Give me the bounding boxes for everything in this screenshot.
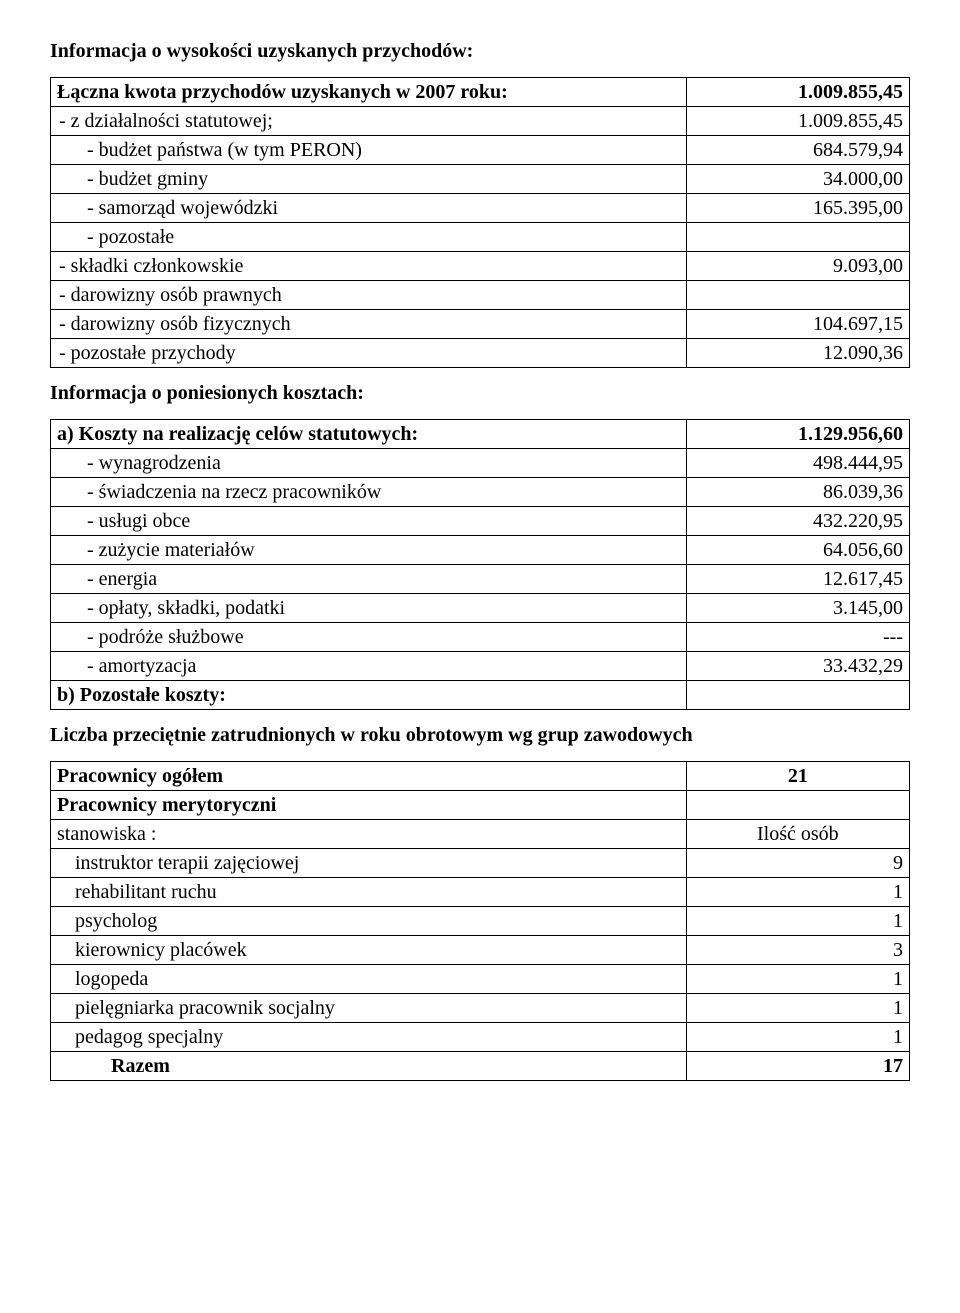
row-label: - darowizny osób prawnych bbox=[51, 281, 687, 310]
table-row: a) Koszty na realizację celów statutowyc… bbox=[51, 420, 910, 449]
table-row: - samorząd wojewódzki165.395,00 bbox=[51, 194, 910, 223]
row-label: - z działalności statutowej; bbox=[51, 107, 687, 136]
table-row: rehabilitant ruchu1 bbox=[51, 878, 910, 907]
row-value: 12.090,36 bbox=[686, 339, 909, 368]
row-value bbox=[686, 223, 909, 252]
table-row: Łączna kwota przychodów uzyskanych w 200… bbox=[51, 78, 910, 107]
table-row: - z działalności statutowej;1.009.855,45 bbox=[51, 107, 910, 136]
emp-total-value: 21 bbox=[686, 762, 909, 791]
row-value: --- bbox=[686, 623, 909, 652]
row-label: Łączna kwota przychodów uzyskanych w 200… bbox=[51, 78, 687, 107]
table-row: pielęgniarka pracownik socjalny1 bbox=[51, 994, 910, 1023]
table-row: - pozostałe bbox=[51, 223, 910, 252]
table-row: psycholog1 bbox=[51, 907, 910, 936]
row-label: - usługi obce bbox=[51, 507, 687, 536]
row-value: 104.697,15 bbox=[686, 310, 909, 339]
table-row: pedagog specjalny1 bbox=[51, 1023, 910, 1052]
employees-heading: Liczba przeciętnie zatrudnionych w roku … bbox=[50, 724, 910, 747]
table-row: kierownicy placówek3 bbox=[51, 936, 910, 965]
position-label: instruktor terapii zajęciowej bbox=[51, 849, 687, 878]
table-row: b) Pozostałe koszty: bbox=[51, 681, 910, 710]
row-label: - energia bbox=[51, 565, 687, 594]
row-label: - opłaty, składki, podatki bbox=[51, 594, 687, 623]
table-row: - wynagrodzenia498.444,95 bbox=[51, 449, 910, 478]
position-count: 9 bbox=[686, 849, 909, 878]
emp-subheader: Pracownicy merytoryczni bbox=[51, 791, 687, 820]
position-label: logopeda bbox=[51, 965, 687, 994]
row-label: - składki członkowskie bbox=[51, 252, 687, 281]
row-label: b) Pozostałe koszty: bbox=[51, 681, 687, 710]
count-label: Ilość osób bbox=[686, 820, 909, 849]
row-label: - pozostałe przychody bbox=[51, 339, 687, 368]
table-row: - budżet gminy34.000,00 bbox=[51, 165, 910, 194]
row-value: 3.145,00 bbox=[686, 594, 909, 623]
row-value: 432.220,95 bbox=[686, 507, 909, 536]
table-row: - budżet państwa (w tym PERON)684.579,94 bbox=[51, 136, 910, 165]
row-label: - świadczenia na rzecz pracowników bbox=[51, 478, 687, 507]
table-row: - świadczenia na rzecz pracowników86.039… bbox=[51, 478, 910, 507]
table-row: Razem 17 bbox=[51, 1052, 910, 1081]
row-label: - wynagrodzenia bbox=[51, 449, 687, 478]
position-count: 3 bbox=[686, 936, 909, 965]
position-count: 1 bbox=[686, 907, 909, 936]
employees-table: Pracownicy ogółem 21 Pracownicy merytory… bbox=[50, 761, 910, 1081]
row-value: 64.056,60 bbox=[686, 536, 909, 565]
table-row: - darowizny osób prawnych bbox=[51, 281, 910, 310]
position-label: rehabilitant ruchu bbox=[51, 878, 687, 907]
table-row: logopeda1 bbox=[51, 965, 910, 994]
table-row: stanowiska : Ilość osób bbox=[51, 820, 910, 849]
row-value: 86.039,36 bbox=[686, 478, 909, 507]
row-value: 9.093,00 bbox=[686, 252, 909, 281]
cost-heading: Informacja o poniesionych kosztach: bbox=[50, 382, 910, 405]
row-label: - zużycie materiałów bbox=[51, 536, 687, 565]
positions-label: stanowiska : bbox=[51, 820, 687, 849]
row-value: 34.000,00 bbox=[686, 165, 909, 194]
position-count: 1 bbox=[686, 1023, 909, 1052]
emp-razem-label: Razem bbox=[51, 1052, 687, 1081]
table-row: - opłaty, składki, podatki3.145,00 bbox=[51, 594, 910, 623]
cell-empty bbox=[686, 791, 909, 820]
position-count: 1 bbox=[686, 994, 909, 1023]
table-row: - usługi obce432.220,95 bbox=[51, 507, 910, 536]
row-value: 1.009.855,45 bbox=[686, 107, 909, 136]
position-label: psycholog bbox=[51, 907, 687, 936]
row-value: 1.129.956,60 bbox=[686, 420, 909, 449]
row-value: 33.432,29 bbox=[686, 652, 909, 681]
table-row: Pracownicy ogółem 21 bbox=[51, 762, 910, 791]
position-label: pielęgniarka pracownik socjalny bbox=[51, 994, 687, 1023]
emp-total-label: Pracownicy ogółem bbox=[51, 762, 687, 791]
row-value: 165.395,00 bbox=[686, 194, 909, 223]
table-row: - pozostałe przychody12.090,36 bbox=[51, 339, 910, 368]
row-label: - pozostałe bbox=[51, 223, 687, 252]
table-row: - amortyzacja33.432,29 bbox=[51, 652, 910, 681]
position-count: 1 bbox=[686, 878, 909, 907]
table-row: - podróże służbowe--- bbox=[51, 623, 910, 652]
income-heading: Informacja o wysokości uzyskanych przych… bbox=[50, 40, 910, 63]
position-count: 1 bbox=[686, 965, 909, 994]
row-label: - darowizny osób fizycznych bbox=[51, 310, 687, 339]
table-row: Pracownicy merytoryczni bbox=[51, 791, 910, 820]
emp-razem-value: 17 bbox=[686, 1052, 909, 1081]
row-label: - podróże służbowe bbox=[51, 623, 687, 652]
position-label: kierownicy placówek bbox=[51, 936, 687, 965]
row-value bbox=[686, 281, 909, 310]
row-value: 684.579,94 bbox=[686, 136, 909, 165]
table-row: - darowizny osób fizycznych104.697,15 bbox=[51, 310, 910, 339]
row-value: 1.009.855,45 bbox=[686, 78, 909, 107]
table-row: - składki członkowskie9.093,00 bbox=[51, 252, 910, 281]
costs-table: a) Koszty na realizację celów statutowyc… bbox=[50, 419, 910, 710]
position-label: pedagog specjalny bbox=[51, 1023, 687, 1052]
row-label: - budżet państwa (w tym PERON) bbox=[51, 136, 687, 165]
row-label: - budżet gminy bbox=[51, 165, 687, 194]
row-value bbox=[686, 681, 909, 710]
row-value: 12.617,45 bbox=[686, 565, 909, 594]
income-table: Łączna kwota przychodów uzyskanych w 200… bbox=[50, 77, 910, 368]
row-label: a) Koszty na realizację celów statutowyc… bbox=[51, 420, 687, 449]
row-label: - samorząd wojewódzki bbox=[51, 194, 687, 223]
table-row: instruktor terapii zajęciowej9 bbox=[51, 849, 910, 878]
row-value: 498.444,95 bbox=[686, 449, 909, 478]
table-row: - zużycie materiałów64.056,60 bbox=[51, 536, 910, 565]
row-label: - amortyzacja bbox=[51, 652, 687, 681]
table-row: - energia12.617,45 bbox=[51, 565, 910, 594]
